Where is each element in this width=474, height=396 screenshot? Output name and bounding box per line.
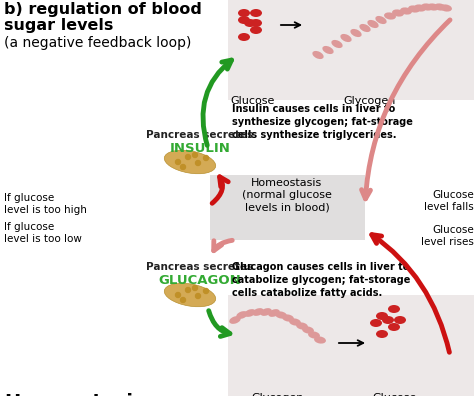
Ellipse shape [260, 308, 272, 316]
Ellipse shape [408, 6, 420, 13]
Ellipse shape [238, 9, 250, 17]
Ellipse shape [302, 326, 314, 333]
Ellipse shape [340, 34, 352, 42]
Text: Pancreas secretes: Pancreas secretes [146, 262, 254, 272]
Text: Glucose: Glucose [231, 96, 275, 106]
Ellipse shape [244, 309, 256, 317]
Ellipse shape [250, 26, 262, 34]
Circle shape [203, 289, 209, 293]
Ellipse shape [229, 316, 241, 324]
Ellipse shape [388, 305, 400, 313]
Ellipse shape [394, 316, 406, 324]
Ellipse shape [268, 309, 280, 317]
Text: sugar levels: sugar levels [4, 18, 113, 33]
Ellipse shape [236, 311, 248, 319]
Ellipse shape [238, 33, 250, 41]
Ellipse shape [296, 322, 308, 329]
Ellipse shape [312, 51, 324, 59]
Ellipse shape [400, 8, 412, 15]
Ellipse shape [376, 312, 388, 320]
Text: If glucose
level is too low: If glucose level is too low [4, 222, 82, 244]
Circle shape [203, 156, 209, 160]
Circle shape [195, 293, 201, 299]
Ellipse shape [331, 40, 343, 48]
Ellipse shape [350, 29, 362, 37]
Ellipse shape [164, 150, 216, 174]
Text: GLUCAGON: GLUCAGON [159, 274, 241, 287]
Text: INSULIN: INSULIN [170, 142, 230, 155]
Text: (a negative feedback loop): (a negative feedback loop) [4, 36, 191, 50]
Ellipse shape [250, 19, 262, 27]
Ellipse shape [384, 12, 396, 19]
Ellipse shape [238, 16, 250, 24]
FancyBboxPatch shape [228, 0, 474, 100]
Ellipse shape [289, 318, 301, 326]
Ellipse shape [376, 330, 388, 338]
Ellipse shape [434, 4, 446, 11]
Circle shape [175, 293, 181, 297]
Ellipse shape [244, 19, 256, 27]
FancyBboxPatch shape [210, 175, 365, 240]
Circle shape [181, 164, 185, 169]
Ellipse shape [164, 283, 216, 307]
FancyBboxPatch shape [228, 295, 474, 396]
Ellipse shape [370, 319, 382, 327]
Text: Glucose: Glucose [373, 393, 417, 396]
Text: Pancreas secretes: Pancreas secretes [146, 130, 254, 140]
Circle shape [181, 297, 185, 303]
Ellipse shape [252, 308, 264, 316]
Ellipse shape [440, 4, 452, 11]
Text: b) regulation of blood: b) regulation of blood [4, 2, 202, 17]
Ellipse shape [314, 336, 326, 344]
Ellipse shape [388, 323, 400, 331]
Text: Glycogen: Glycogen [252, 393, 304, 396]
Circle shape [195, 160, 201, 166]
Ellipse shape [421, 4, 433, 11]
Text: Glycogen: Glycogen [344, 96, 396, 106]
Ellipse shape [382, 316, 394, 324]
Text: Homeostasis: Homeostasis [4, 393, 145, 396]
Ellipse shape [250, 9, 262, 17]
Ellipse shape [282, 314, 294, 322]
Ellipse shape [375, 16, 387, 24]
Text: If glucose
level is too high: If glucose level is too high [4, 193, 87, 215]
Ellipse shape [367, 20, 379, 28]
Ellipse shape [322, 46, 334, 54]
Text: Glucose
level rises: Glucose level rises [421, 225, 474, 248]
Circle shape [192, 152, 198, 158]
Text: Glucose
level falls: Glucose level falls [424, 190, 474, 212]
Ellipse shape [308, 331, 320, 339]
Ellipse shape [414, 4, 426, 11]
Circle shape [175, 160, 181, 164]
Ellipse shape [392, 10, 404, 17]
Circle shape [185, 154, 191, 160]
Text: Glucagon causes cells in liver to
catabolize glycogen; fat-storage
cells catabol: Glucagon causes cells in liver to catabo… [232, 262, 410, 299]
Ellipse shape [359, 24, 371, 32]
Circle shape [192, 286, 198, 291]
Ellipse shape [275, 311, 287, 319]
Ellipse shape [427, 4, 439, 11]
Circle shape [185, 287, 191, 293]
Text: Insulin causes cells in liver to
synthesize glycogen; fat-storage
cells synthesi: Insulin causes cells in liver to synthes… [232, 104, 413, 141]
Text: Homeostasis
(normal glucose
levels in blood): Homeostasis (normal glucose levels in bl… [242, 178, 332, 213]
